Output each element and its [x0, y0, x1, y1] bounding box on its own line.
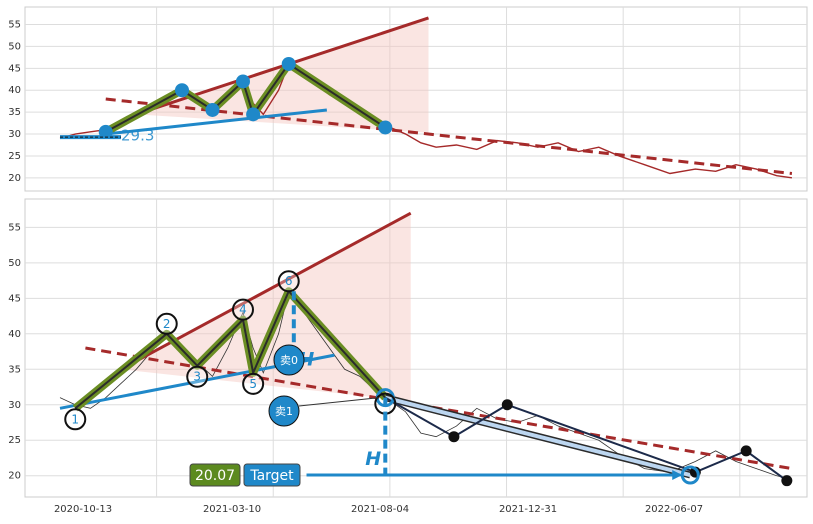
pattern-point-circle: [155, 312, 178, 335]
pattern-point-circle: [64, 408, 87, 431]
pattern-point-label: 1: [71, 412, 79, 426]
y-tick-label: 55: [8, 20, 21, 31]
pattern-point-label: 4: [239, 303, 247, 317]
pattern-point-circle: [242, 372, 265, 395]
x-tick-label: 2021-03-10: [203, 504, 261, 515]
y-tick-label: 50: [8, 258, 21, 269]
pattern-point-label: 6: [285, 274, 293, 288]
sell-marker: [268, 395, 300, 427]
projection-path: [384, 396, 788, 482]
target-value-badge: [189, 463, 241, 487]
pattern-point: [235, 74, 250, 89]
pattern-point: [174, 83, 189, 98]
projection-marker: [448, 431, 460, 443]
pattern-point-label: 5: [249, 377, 257, 391]
target-shaded-area: [120, 213, 411, 402]
sell-marker-label: 卖0: [280, 354, 298, 367]
sell-marker: [273, 344, 305, 376]
panel-top: 20 25 30 35 40 45 50 55 29.3: [8, 6, 808, 192]
y-tick-label: 20: [8, 173, 21, 184]
target-label-badge: [243, 463, 301, 487]
y-tick-label: 25: [8, 151, 21, 162]
projection-marker: [781, 475, 793, 487]
projection-marker: [501, 399, 513, 411]
sell-pointer-line: [298, 397, 380, 407]
y-tick-label: 40: [8, 329, 21, 340]
plot-area: [24, 6, 808, 192]
target-arrow-head: [672, 470, 683, 481]
sell-marker-label: 卖1: [275, 405, 293, 418]
annotation-value: 29.3: [121, 127, 154, 145]
y-tick-label: 45: [8, 63, 21, 74]
y-tick-label: 30: [8, 400, 21, 411]
pattern-point-circle: [231, 298, 254, 321]
x-tick-label: 2022-06-07: [645, 504, 703, 515]
target-value-text: 20.07: [195, 468, 235, 484]
y-tick-label: 20: [8, 471, 21, 482]
pattern-point-label: 3: [193, 370, 201, 384]
y-tick-label: 25: [8, 435, 21, 446]
y-tick-label: 40: [8, 85, 21, 96]
pattern-point-circle: [277, 270, 300, 293]
breakout-path-inner: [384, 395, 691, 477]
x-tick-label: 2021-08-04: [351, 504, 409, 515]
x-tick-label: 2020-10-13: [54, 504, 112, 515]
height-label-2: H: [365, 448, 381, 470]
lower-trendline: [105, 97, 793, 175]
y-tick-label: 50: [8, 41, 21, 52]
pattern-point: [378, 120, 393, 135]
pattern-point: [205, 102, 220, 117]
y-tick-label: 35: [8, 107, 21, 118]
pattern-point: [281, 56, 296, 71]
upper-trendline: [120, 211, 412, 371]
projection-marker: [740, 445, 752, 457]
pattern-point: [246, 107, 261, 122]
pattern-point-label: 2: [163, 317, 171, 331]
y-tick-label: 45: [8, 293, 21, 304]
y-tick-label: 30: [8, 129, 21, 140]
target-label-text: Target: [249, 468, 294, 484]
support-line: [105, 108, 328, 136]
pattern-point-circle: [186, 365, 209, 388]
x-tick-label: 2021-12-31: [499, 504, 557, 515]
y-tick-label: 35: [8, 364, 21, 375]
y-tick-label: 55: [8, 222, 21, 233]
